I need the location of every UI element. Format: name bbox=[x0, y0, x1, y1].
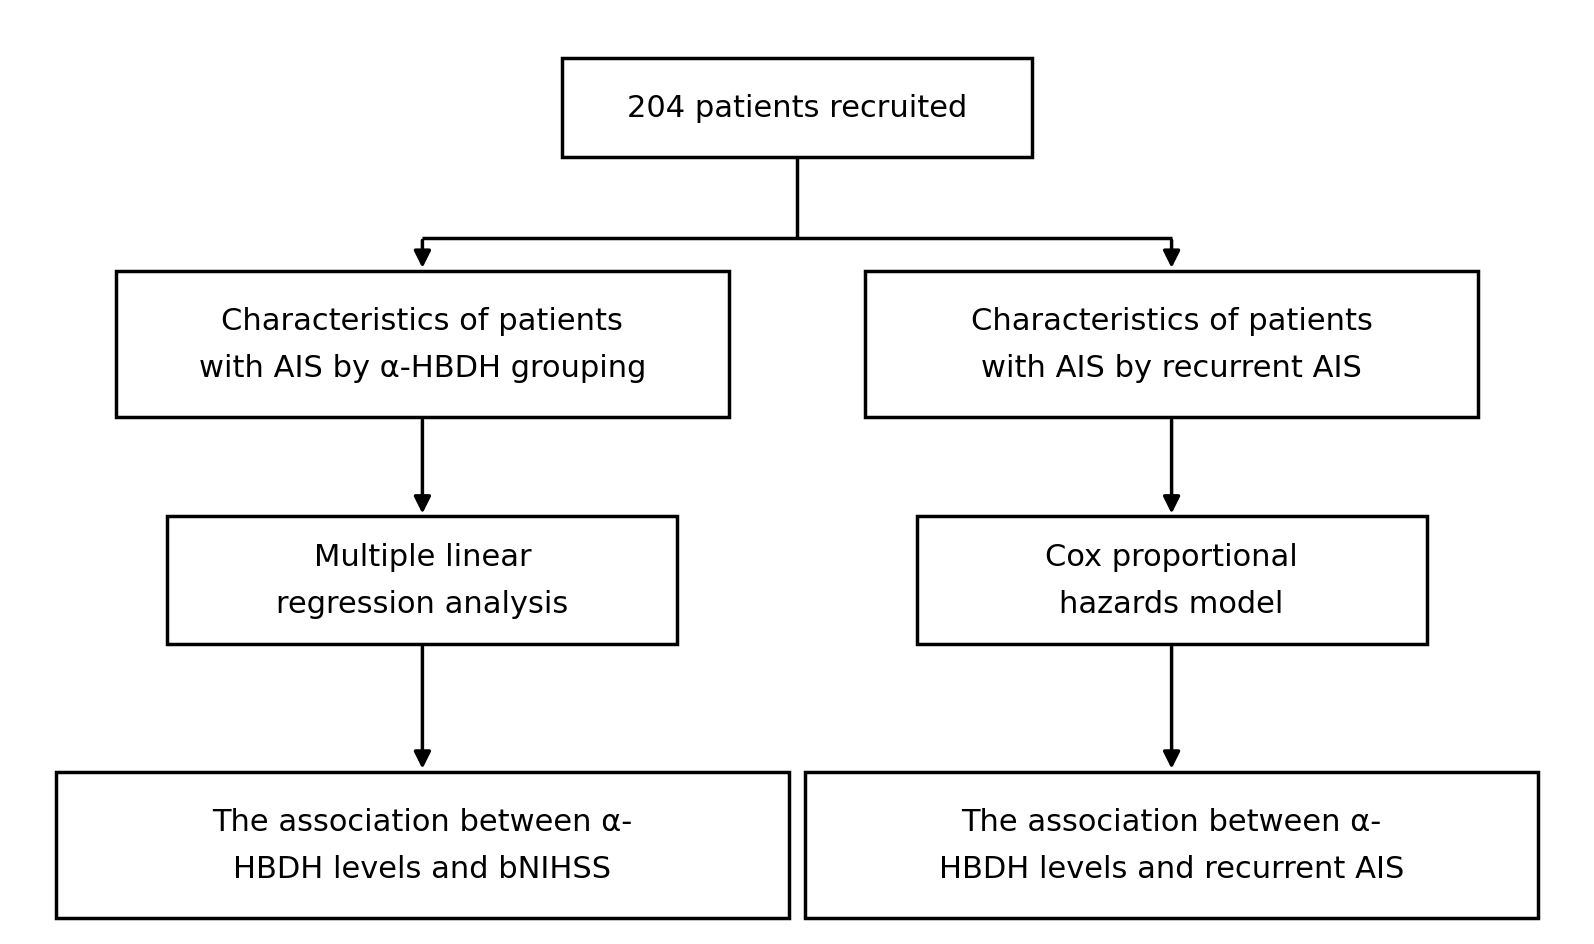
Text: The association between α-
HBDH levels and bNIHSS: The association between α- HBDH levels a… bbox=[212, 807, 633, 883]
FancyBboxPatch shape bbox=[116, 272, 728, 417]
FancyBboxPatch shape bbox=[167, 517, 677, 644]
FancyBboxPatch shape bbox=[56, 772, 789, 918]
FancyBboxPatch shape bbox=[563, 59, 1033, 158]
Text: Cox proportional
hazards model: Cox proportional hazards model bbox=[1046, 543, 1298, 618]
Text: Multiple linear
regression analysis: Multiple linear regression analysis bbox=[276, 543, 569, 618]
FancyBboxPatch shape bbox=[805, 772, 1538, 918]
Text: Characteristics of patients
with AIS by recurrent AIS: Characteristics of patients with AIS by … bbox=[971, 307, 1372, 382]
Text: The association between α-
HBDH levels and recurrent AIS: The association between α- HBDH levels a… bbox=[939, 807, 1404, 883]
Text: Characteristics of patients
with AIS by α-HBDH grouping: Characteristics of patients with AIS by … bbox=[199, 307, 646, 382]
FancyBboxPatch shape bbox=[917, 517, 1427, 644]
FancyBboxPatch shape bbox=[864, 272, 1478, 417]
Text: 204 patients recruited: 204 patients recruited bbox=[626, 94, 968, 123]
